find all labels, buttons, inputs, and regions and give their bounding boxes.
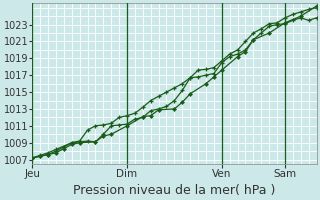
- X-axis label: Pression niveau de la mer( hPa ): Pression niveau de la mer( hPa ): [73, 184, 276, 197]
